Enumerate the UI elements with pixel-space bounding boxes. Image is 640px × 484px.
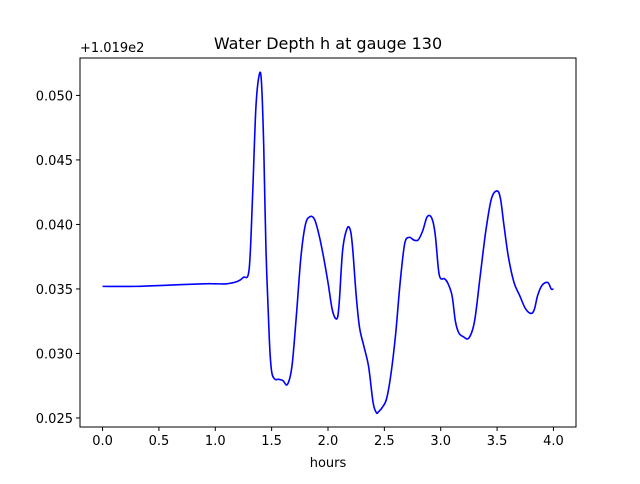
y-tick-label: 0.035 (36, 283, 73, 298)
plot-area-frame (79, 57, 577, 428)
y-tick-label: 0.030 (36, 347, 73, 362)
x-tick-label: 0.5 (149, 434, 170, 449)
x-tick-label: 0.0 (92, 434, 113, 449)
series-layer (102, 71, 554, 415)
x-tick-label: 2.0 (318, 434, 339, 449)
y-tick-label: 0.050 (36, 89, 73, 104)
chart-title: Water Depth h at gauge 130 (214, 34, 442, 53)
y-tick-label: 0.025 (36, 412, 73, 427)
x-axis-label: hours (310, 456, 347, 471)
y-offset-label: +1.019e2 (80, 41, 144, 56)
x-tick-label: 3.5 (487, 434, 508, 449)
y-axis-ticks: 0.025 0.030 0.035 0.040 0.045 0.050 (36, 89, 80, 427)
x-tick-label: 4.0 (543, 434, 564, 449)
x-tick-label: 2.5 (374, 434, 395, 449)
x-tick-label: 1.5 (261, 434, 282, 449)
x-tick-label: 3.0 (430, 434, 451, 449)
y-tick-label: 0.040 (36, 218, 73, 233)
x-axis-ticks: 0.0 0.5 1.0 1.5 2.0 2.5 3.0 3.5 4.0 (92, 427, 564, 449)
x-tick-label: 1.0 (205, 434, 226, 449)
y-tick-label: 0.045 (36, 154, 73, 169)
series-line (102, 71, 554, 415)
